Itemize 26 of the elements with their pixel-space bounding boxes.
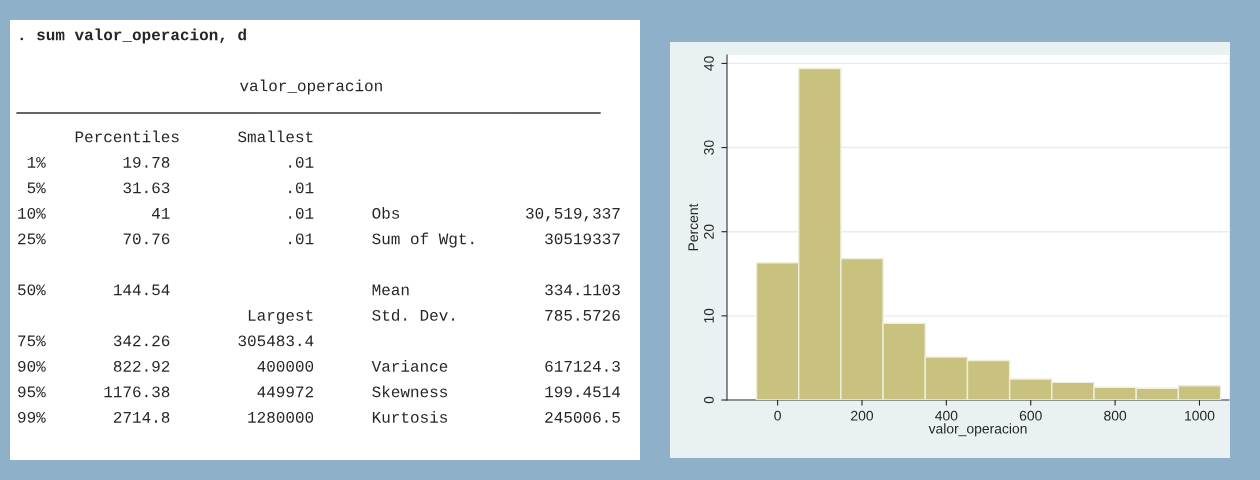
x-tick-label: 600 [1019, 410, 1042, 421]
text: . sum valor_operacion, d [20, 28, 246, 44]
text: valor_operacion [240, 79, 382, 95]
text: 25% 70.76 .01 Sum of Wgt. 30519337 [18, 232, 620, 248]
y-tick-label: 40 [704, 56, 714, 71]
y-tick-label: 30 [704, 140, 714, 155]
x-tick-label: 200 [851, 410, 874, 421]
text: 10% 41 .01 Obs 30,519,337 [18, 207, 620, 222]
x-tick-label: 400 [935, 410, 958, 421]
text: 75% 342.26 305483.4 [18, 335, 314, 347]
text: 1% 19.78 .01 [27, 156, 314, 168]
y-tick-label: 10 [704, 308, 714, 323]
x-axis-title: valor_operacion [928, 423, 1027, 437]
y-tick-label: 0 [704, 396, 714, 404]
x-tick-label: 0 [774, 410, 781, 421]
text: Largest Std. Dev. 785.5726 [248, 309, 620, 324]
text: 50% 144.54 Mean 334.1103 [18, 284, 620, 296]
y-tick-label: 20 [704, 224, 714, 239]
text: Percentiles Smallest [75, 130, 313, 143]
y-axis-title: Percent [688, 203, 699, 251]
x-tick-label: 1000 [1185, 410, 1215, 421]
text: 5% 31.63 .01 [27, 182, 314, 194]
text: 95% 1176.38 449972 Skewness 199.4514 [18, 385, 621, 398]
text: 99% 2714.8 1280000 Kurtosis 245006.5 [18, 411, 620, 423]
x-tick-label: 800 [1104, 410, 1127, 421]
text: 90% 822.92 400000 Variance 617124.3 [18, 360, 620, 372]
